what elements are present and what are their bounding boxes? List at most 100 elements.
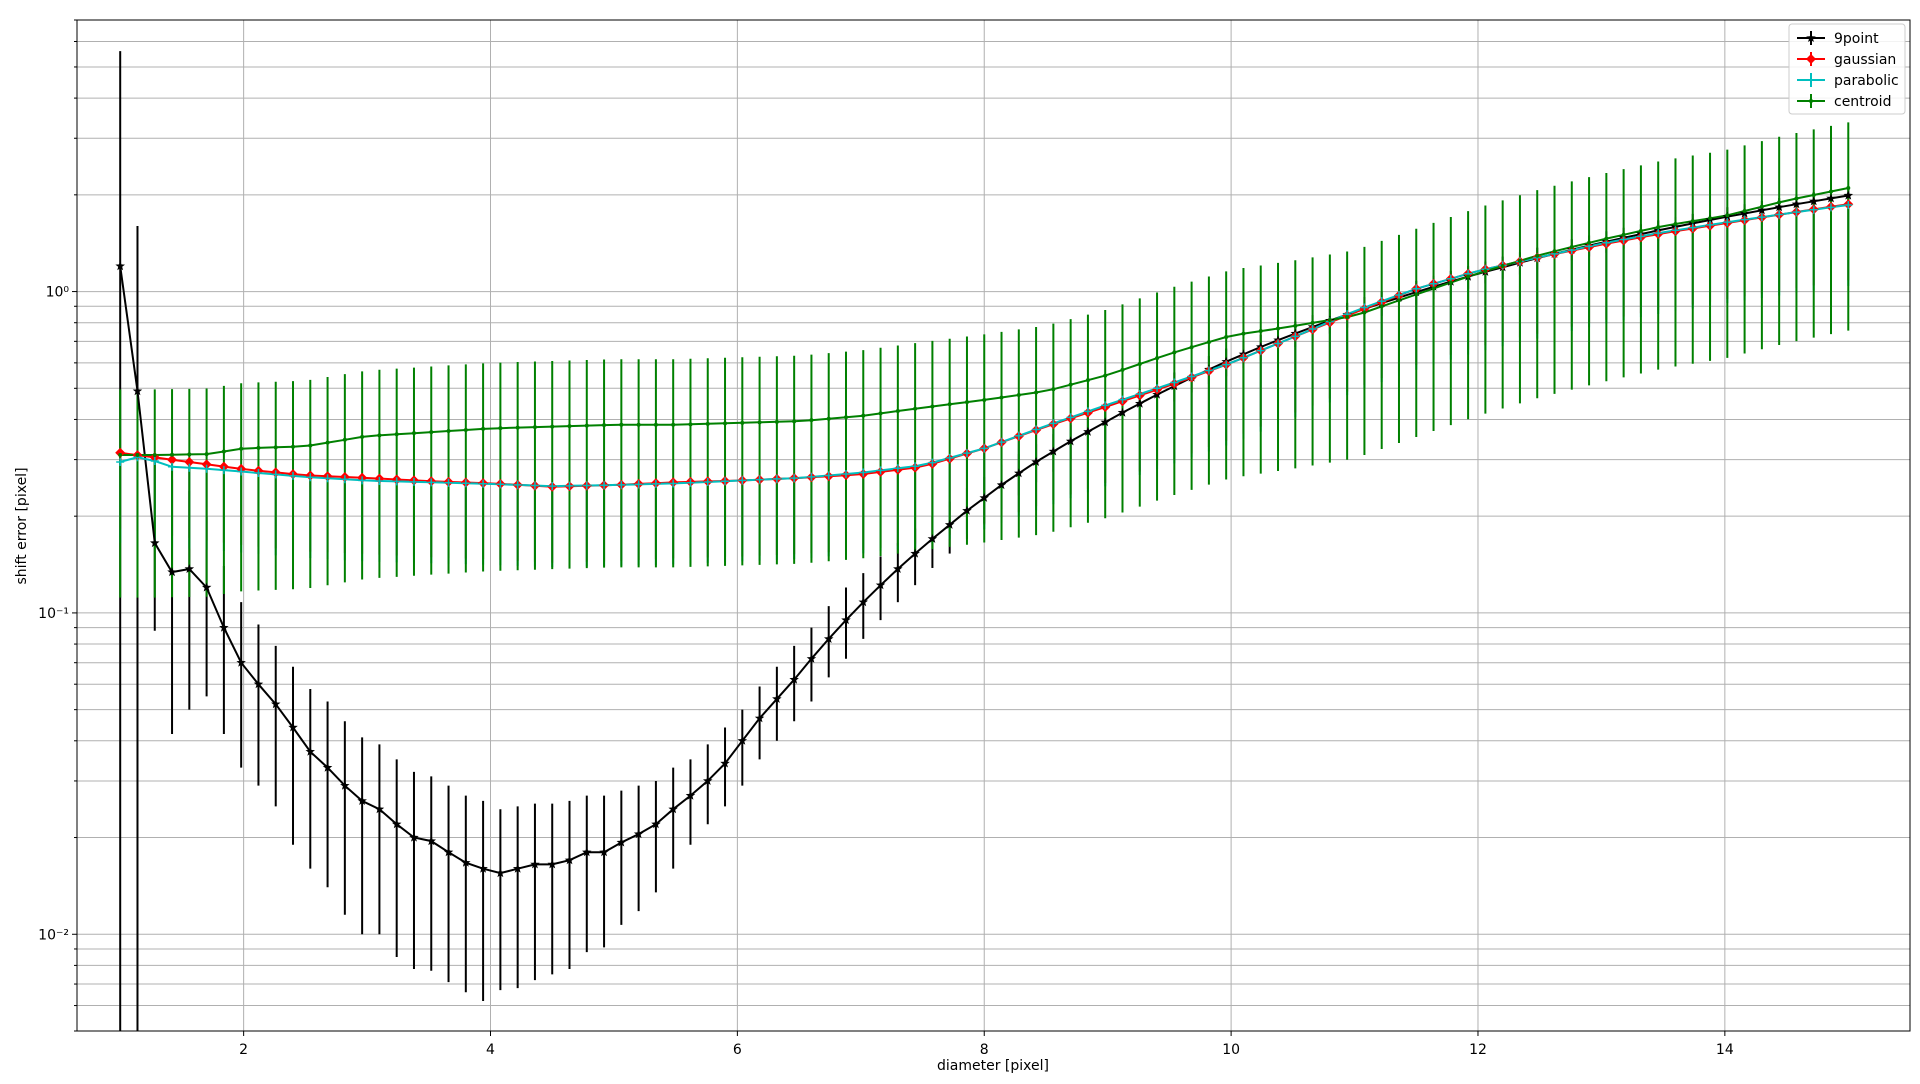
centroid-marker: [1206, 340, 1211, 345]
centroid-marker: [964, 400, 969, 405]
y-tick-label: 10⁻¹: [38, 606, 69, 622]
gaussian-marker: [1806, 54, 1816, 64]
centroid-marker: [291, 444, 296, 449]
9point-marker: [461, 857, 471, 867]
parabolic-marker: [565, 481, 574, 490]
legend-label-9point: 9point: [1834, 31, 1879, 47]
x-tick-label: 12: [1469, 1042, 1487, 1058]
parabolic-marker: [496, 480, 505, 489]
parabolic-marker: [1412, 284, 1421, 293]
centroid-marker: [1846, 186, 1851, 191]
centroid-marker: [895, 409, 900, 414]
parabolic-marker: [185, 463, 194, 472]
9point-marker: [1791, 199, 1802, 209]
centroid-marker: [273, 445, 278, 450]
centroid-marker: [170, 452, 175, 457]
parabolic-marker: [1135, 389, 1144, 398]
centroid-marker: [1310, 320, 1315, 325]
centroid-marker: [688, 422, 693, 427]
parabolic-marker: [1671, 226, 1680, 235]
parabolic-marker: [703, 477, 712, 486]
legend: 9point gaussian parabolic centroid: [1788, 23, 1906, 115]
centroid-marker: [602, 423, 607, 428]
centroid-marker: [567, 424, 572, 429]
centroid-marker: [1362, 310, 1367, 315]
9point-marker: [236, 657, 246, 667]
parabolic-marker: [738, 476, 747, 485]
parabolic-marker: [1187, 372, 1196, 381]
centroid-marker: [1448, 280, 1453, 285]
9point-marker: [1809, 196, 1819, 206]
centroid-marker: [1483, 269, 1488, 274]
centroid-marker: [1120, 367, 1125, 372]
parabolic-marker: [513, 480, 522, 489]
parabolic-marker: [876, 466, 885, 475]
centroid-marker: [1189, 345, 1194, 350]
centroid-marker: [204, 452, 209, 457]
x-tick-label: 6: [733, 1042, 742, 1058]
centroid-marker: [861, 413, 866, 418]
centroid-marker: [1293, 323, 1298, 328]
x-tick-label: 2: [239, 1042, 248, 1058]
9point-marker: [893, 564, 903, 573]
parabolic-marker: [548, 482, 557, 491]
9point-marker: [530, 859, 540, 869]
parabolic-marker: [1807, 76, 1815, 84]
9point-marker: [1843, 190, 1853, 200]
centroid-marker: [325, 440, 330, 445]
centroid-marker: [1051, 387, 1056, 392]
centroid-marker: [377, 433, 382, 438]
centroid-marker: [429, 430, 434, 435]
9point-marker: [305, 746, 315, 756]
centroid-marker: [1569, 245, 1574, 250]
centroid-marker: [1759, 204, 1764, 209]
9point-marker: [288, 722, 298, 732]
parabolic-marker: [617, 480, 626, 489]
9point-marker: [391, 819, 402, 829]
9point-marker: [184, 564, 195, 573]
centroid-marker: [999, 395, 1004, 400]
centroid-marker: [1829, 189, 1834, 194]
parabolic-marker: [479, 479, 488, 488]
y-axis-label: shift error [pixel]: [14, 467, 30, 584]
centroid-marker: [653, 422, 658, 427]
parabolic-marker: [323, 474, 332, 483]
parabolic-marker: [237, 467, 246, 476]
centroid-marker: [411, 431, 416, 436]
gaussian-marker: [115, 447, 126, 458]
centroid-marker: [1621, 232, 1626, 237]
centroid-marker: [463, 427, 468, 432]
centroid-marker: [1414, 292, 1419, 297]
9point-marker: [443, 847, 454, 857]
centroid-marker: [481, 426, 486, 431]
parabolic-marker: [651, 479, 660, 488]
centroid-marker: [446, 429, 451, 434]
centroid-marker: [550, 424, 555, 429]
centroid-marker: [1777, 200, 1782, 205]
parabolic-marker: [1723, 218, 1732, 227]
9point-marker: [824, 633, 834, 643]
parabolic-marker: [686, 478, 695, 487]
parabolic-marker: [1239, 353, 1248, 362]
legend-box: [1788, 23, 1906, 115]
parabolic-marker: [116, 457, 125, 466]
parabolic-marker: [375, 476, 384, 485]
parabolic-marker: [444, 478, 453, 487]
9point-marker: [806, 653, 817, 663]
parabolic-marker: [721, 477, 730, 486]
centroid-marker: [1137, 362, 1142, 367]
centroid-marker: [394, 432, 399, 437]
parabolic-marker: [1827, 203, 1835, 212]
centroid-marker: [619, 422, 624, 427]
centroid-marker: [826, 416, 831, 421]
9point-marker: [1031, 456, 1041, 466]
9point-marker: [374, 804, 385, 814]
centroid-marker: [792, 419, 797, 424]
centroid-marker: [1656, 225, 1661, 230]
parabolic-marker: [824, 471, 833, 480]
centroid-marker: [1016, 393, 1021, 398]
parabolic-marker: [168, 462, 177, 471]
9point-marker: [633, 829, 644, 839]
centroid-marker: [1431, 286, 1436, 291]
